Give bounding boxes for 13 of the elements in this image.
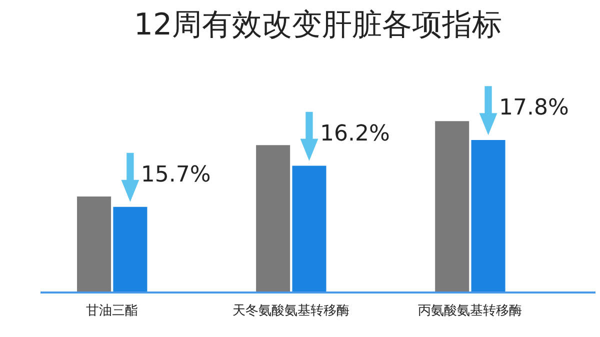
bar xyxy=(292,166,326,292)
bar xyxy=(435,121,470,292)
x-tick-label: 甘油三酯 xyxy=(86,304,138,318)
annotation: 16.2% xyxy=(320,121,390,146)
bar xyxy=(256,145,290,292)
bar xyxy=(77,196,112,292)
annotation: 17.8% xyxy=(499,96,569,121)
x-tick-label: 天冬氨酸氨基转移酶 xyxy=(232,304,350,318)
bar xyxy=(471,140,506,292)
chart-title: 12周有效改变肝脏各项指标 xyxy=(134,8,502,42)
x-tick-label: 丙氨酸氨基转移酶 xyxy=(418,304,522,318)
bar xyxy=(113,206,148,292)
annotation: 15.7% xyxy=(140,162,211,188)
